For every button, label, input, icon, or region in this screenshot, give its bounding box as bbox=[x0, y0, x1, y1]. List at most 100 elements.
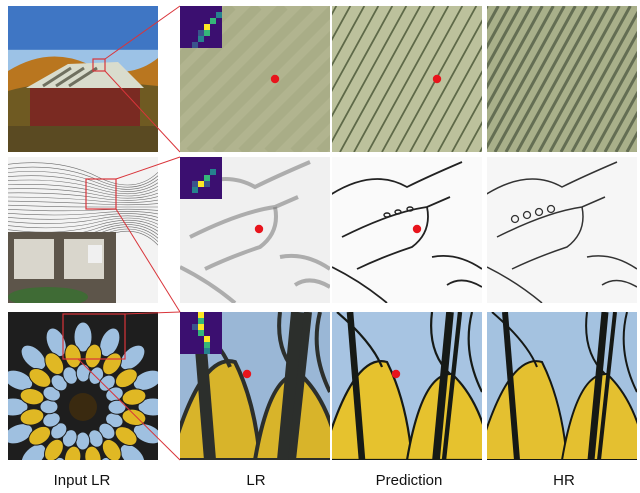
glass-petal bbox=[132, 423, 158, 445]
texture-stripe bbox=[487, 6, 544, 110]
glass-petal bbox=[28, 425, 52, 446]
texture-stripe bbox=[559, 10, 637, 152]
kernel-cell bbox=[192, 324, 198, 330]
texture-stripe bbox=[570, 30, 637, 152]
zoom-connector bbox=[115, 156, 181, 180]
input-image-barn bbox=[8, 6, 158, 152]
glass-petal bbox=[84, 343, 103, 369]
kernel-cell bbox=[204, 24, 210, 30]
texture-stripe bbox=[332, 6, 380, 93]
texture-stripe bbox=[504, 6, 588, 152]
lead-line bbox=[467, 312, 482, 393]
sample-point-marker bbox=[391, 369, 401, 379]
glass-petal bbox=[8, 423, 34, 445]
label-lr: LR bbox=[246, 472, 266, 489]
label-input-lr: Input LR bbox=[53, 472, 111, 489]
texture-stripe bbox=[487, 6, 511, 50]
label-hr: HR bbox=[553, 472, 575, 489]
glass-petal bbox=[121, 388, 147, 406]
kernel-cell bbox=[198, 181, 204, 187]
texture-stripe bbox=[614, 110, 637, 152]
texture-stripe bbox=[367, 6, 450, 152]
glass-petal bbox=[114, 368, 138, 389]
texture-stripe bbox=[339, 6, 422, 152]
kernel-cell bbox=[204, 348, 210, 354]
kernel-cell bbox=[204, 30, 210, 36]
prediction-crop-barn bbox=[332, 6, 482, 152]
kernel-cell bbox=[210, 18, 216, 24]
texture-stripe bbox=[548, 6, 632, 152]
glass-petal bbox=[64, 343, 82, 369]
texture-stripe bbox=[437, 70, 482, 152]
texture-stripe bbox=[592, 70, 637, 152]
texture-stripe bbox=[451, 95, 482, 152]
glass-petal bbox=[39, 399, 59, 415]
texture-stripe bbox=[487, 6, 522, 70]
texture-stripe bbox=[332, 6, 408, 143]
lead-frame bbox=[597, 312, 617, 460]
kernel-cell bbox=[210, 169, 216, 175]
kernel-inset bbox=[180, 6, 222, 48]
kernel-cell bbox=[198, 324, 204, 330]
zoom-box bbox=[62, 313, 126, 360]
lead-frame bbox=[346, 312, 366, 460]
sample-point-marker bbox=[270, 74, 280, 84]
kernel-cell bbox=[192, 42, 198, 48]
glass-petal bbox=[45, 456, 67, 460]
prediction-crop-stained-glass bbox=[332, 312, 482, 460]
glass-petal bbox=[75, 431, 91, 451]
glass-petal bbox=[73, 321, 93, 353]
glass-yellow-pane bbox=[487, 360, 569, 460]
drawing-detail bbox=[510, 214, 520, 224]
glass-petal bbox=[8, 369, 34, 391]
kernel-cell bbox=[198, 318, 204, 324]
hr-crop-drawing bbox=[487, 157, 637, 303]
texture-stripe bbox=[381, 6, 464, 152]
drawing-detail bbox=[394, 209, 402, 215]
lead-frame bbox=[502, 312, 520, 460]
texture-stripe bbox=[487, 6, 533, 90]
texture-stripe bbox=[409, 19, 482, 152]
texture-stripe bbox=[526, 6, 610, 152]
glass-petal bbox=[99, 456, 121, 460]
sample-point-marker bbox=[432, 74, 442, 84]
zoom-connector bbox=[104, 70, 181, 153]
glass-petal bbox=[28, 368, 52, 388]
texture-stripe bbox=[180, 6, 288, 118]
glass-petal bbox=[44, 352, 65, 376]
lead-line bbox=[622, 312, 637, 393]
texture-stripe bbox=[264, 82, 330, 152]
glass-petal bbox=[119, 344, 146, 371]
glass-petal bbox=[132, 369, 158, 391]
glass-petal bbox=[121, 408, 147, 427]
drawing-detail bbox=[383, 212, 391, 218]
lead-frame bbox=[288, 312, 312, 460]
kernel-cell bbox=[204, 342, 210, 348]
texture-stripe bbox=[332, 6, 366, 67]
glass-petal bbox=[63, 445, 82, 460]
texture-stripe bbox=[487, 6, 566, 150]
lead-frame bbox=[432, 312, 454, 460]
kernel-cell bbox=[204, 175, 210, 181]
kernel-inset bbox=[180, 157, 222, 199]
zoom-connector bbox=[124, 311, 181, 315]
zoom-box bbox=[85, 178, 117, 210]
zoom-connector bbox=[104, 5, 181, 60]
hr-crop-barn bbox=[487, 6, 637, 152]
texture-stripe bbox=[180, 6, 262, 92]
glass-petal bbox=[137, 397, 158, 417]
sample-point-marker bbox=[254, 224, 264, 234]
glass-petal bbox=[19, 408, 45, 426]
texture-stripe bbox=[423, 44, 482, 152]
lead-frame bbox=[587, 312, 609, 460]
texture-stripe bbox=[290, 108, 330, 152]
glass-petal bbox=[119, 443, 146, 460]
texture-stripe bbox=[212, 30, 330, 152]
kernel-cell bbox=[216, 12, 222, 18]
glass-petal bbox=[19, 387, 45, 406]
kernel-cell bbox=[198, 30, 204, 36]
lead-frame bbox=[441, 312, 463, 460]
glass-petal bbox=[114, 426, 138, 446]
texture-stripe bbox=[332, 6, 352, 42]
texture-stripe bbox=[515, 6, 599, 152]
